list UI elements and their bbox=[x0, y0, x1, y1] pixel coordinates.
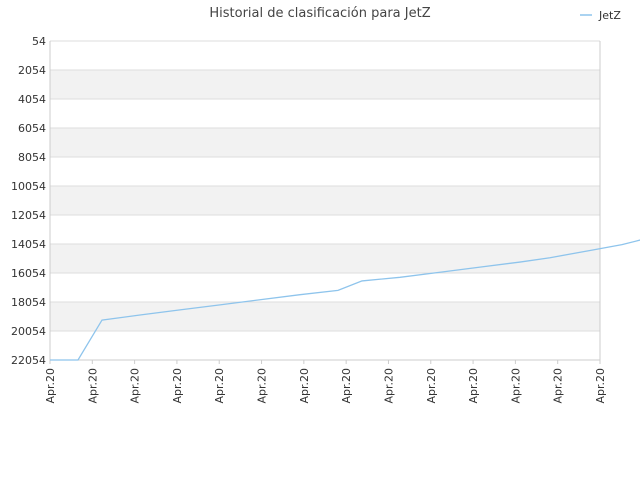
y-tick-label: 6054 bbox=[18, 122, 46, 135]
y-tick-label: 4054 bbox=[18, 93, 46, 106]
y-tick-label: 54 bbox=[32, 35, 46, 48]
grid-band bbox=[50, 186, 600, 215]
y-tick-label: 20054 bbox=[11, 325, 46, 338]
grid-band bbox=[50, 244, 600, 273]
axes bbox=[49, 41, 601, 361]
x-tick-label: Apr.20 bbox=[213, 368, 226, 404]
legend: JetZ bbox=[580, 9, 621, 22]
x-tick-label: Apr.20 bbox=[171, 368, 184, 404]
x-tick-label: Apr.20 bbox=[256, 368, 269, 404]
series-group bbox=[50, 239, 640, 361]
x-tick-label: Apr.20 bbox=[44, 368, 57, 404]
y-tick-label: 12054 bbox=[11, 209, 46, 222]
y-tick-label: 18054 bbox=[11, 296, 46, 309]
grid-band bbox=[50, 128, 600, 157]
x-tick-label: Apr.20 bbox=[425, 368, 438, 404]
y-tick-label: 10054 bbox=[11, 180, 46, 193]
x-tick-label: Apr.20 bbox=[552, 368, 565, 404]
legend-label-jetz: JetZ bbox=[598, 9, 621, 22]
y-tick-label: 2054 bbox=[18, 64, 46, 77]
y-tick-label: 22054 bbox=[11, 354, 46, 367]
y-tick-label: 16054 bbox=[11, 267, 46, 280]
y-tick-label: 14054 bbox=[11, 238, 46, 251]
x-tick-label: Apr.20 bbox=[382, 368, 395, 404]
x-tick-label: Apr.20 bbox=[509, 368, 522, 404]
x-tick-label: Apr.20 bbox=[86, 368, 99, 404]
grid-band bbox=[50, 70, 600, 99]
gridlines bbox=[50, 40, 600, 361]
x-tick-label: Apr.20 bbox=[467, 368, 480, 404]
x-tick-label: Apr.20 bbox=[298, 368, 311, 404]
chart-title: Historial de clasificación para JetZ bbox=[209, 6, 430, 21]
grid-band bbox=[50, 302, 600, 331]
y-tick-label: 8054 bbox=[18, 151, 46, 164]
x-tick-label: Apr.20 bbox=[594, 368, 607, 404]
y-axis-tick-labels: 54 2054 4054 6054 8054 10054 12054 14054 16054 18… bbox=[11, 35, 46, 367]
x-axis-tick-labels: Apr.20 Apr.20 Apr.20 Apr.20 Apr.20 Apr.20 Apr.… bbox=[44, 360, 607, 404]
x-tick-label: Apr.20 bbox=[129, 368, 142, 404]
x-tick-label: Apr.20 bbox=[340, 368, 353, 404]
series-line-jetz bbox=[50, 239, 640, 361]
background-bands bbox=[50, 70, 600, 331]
